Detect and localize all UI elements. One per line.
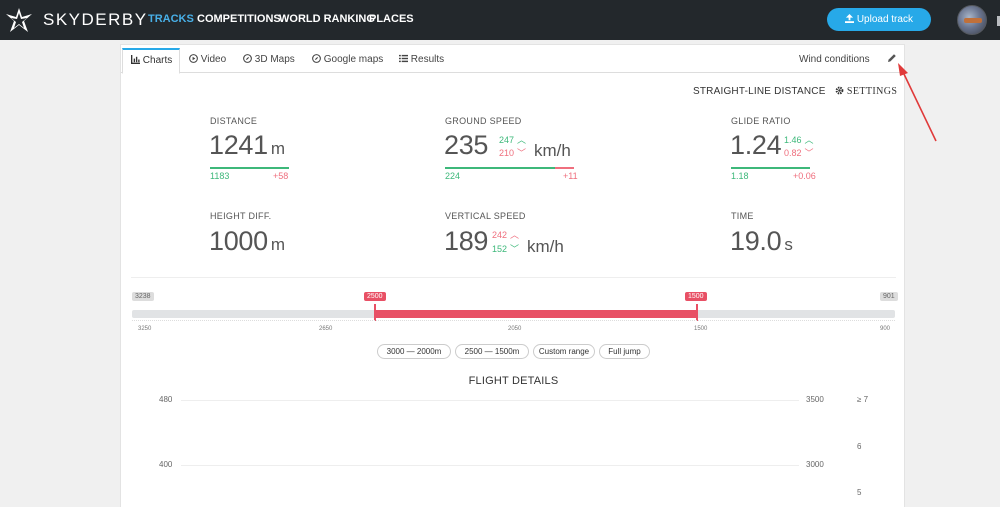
tab-results[interactable]: Results (399, 50, 444, 73)
full-jump-button[interactable]: Full jump (599, 344, 650, 359)
nav-edge-fragment (997, 16, 1000, 26)
pencil-icon[interactable] (887, 53, 897, 63)
ground-speed-unit: km/h (534, 141, 571, 160)
glide-ratio-bar (731, 167, 810, 169)
settings-button[interactable]: SETTINGS (835, 86, 897, 97)
ground-speed-min: 210 ﹀ (499, 148, 527, 158)
height-diff-value: 1000 m (209, 226, 285, 256)
range-from-badge: 2500 (364, 292, 386, 301)
tick-label: 1500 (694, 326, 708, 332)
tab-video[interactable]: Video (189, 50, 226, 73)
range-selection (374, 310, 697, 318)
range-handle-from[interactable] (374, 304, 376, 321)
bar-chart-icon (131, 55, 140, 64)
upload-track-label: Upload track (856, 14, 913, 25)
range-min-badge: 3238 (132, 292, 154, 301)
section-divider (131, 277, 896, 278)
distance-low: 1183 (210, 171, 230, 181)
vertical-speed-value: 189 (444, 226, 489, 256)
compass-icon (243, 54, 252, 63)
range-to-badge: 1500 (685, 292, 707, 301)
glide-ratio-high: +0.06 (793, 171, 816, 181)
nav-competitions[interactable]: COMPETITIONS (197, 13, 281, 25)
track-card: Charts Video 3D Maps Google maps Results… (120, 44, 906, 507)
glide-ratio-max: 1.46 ︿ (784, 135, 814, 145)
distance-value: 1241 m (209, 130, 285, 160)
glide-ratio-value: 1.24 (730, 130, 782, 160)
ground-speed-high: +11 (563, 171, 578, 181)
range-handle-to[interactable] (696, 304, 698, 321)
tab-google-maps[interactable]: Google maps (312, 50, 383, 73)
gear-icon (835, 86, 844, 95)
tab-charts[interactable]: Charts (122, 48, 180, 74)
grid-line (181, 465, 799, 466)
settings-label: SETTINGS (846, 86, 898, 97)
flight-details-title: FLIGHT DETAILS (468, 375, 559, 387)
glide-ratio-label: GLIDE RATIO (731, 116, 791, 126)
vertical-speed-unit: km/h (527, 237, 564, 256)
distance-label: DISTANCE (210, 116, 258, 126)
ground-speed-label: GROUND SPEED (445, 116, 522, 126)
grid-line (181, 400, 799, 401)
ground-speed-value: 235 (444, 130, 489, 160)
top-navbar: SKYDERBY TRACKS COMPETITIONS WORLD RANKI… (0, 0, 1000, 40)
track-tabs: Charts Video 3D Maps Google maps Results… (121, 45, 906, 74)
nav-places[interactable]: PLACES (369, 13, 414, 25)
left-axis-label: 400 (159, 460, 173, 469)
play-circle-icon (189, 54, 198, 63)
right-axis-label: 3000 (806, 460, 824, 469)
tick-label: 3250 (138, 326, 152, 332)
upload-icon (845, 14, 855, 23)
right-axis-label: 3500 (806, 395, 824, 404)
ground-speed-bar-extra (555, 167, 574, 169)
glide-ratio-low: 1.18 (731, 171, 749, 181)
far-axis-label: ≥ 7 (857, 395, 869, 404)
vertical-speed-label: VERTICAL SPEED (445, 211, 526, 221)
list-icon (399, 54, 408, 63)
time-value: 19.0 s (730, 226, 793, 256)
far-axis-label: 5 (857, 488, 862, 497)
vertical-speed-max: 242 ︿ (492, 230, 520, 240)
custom-range-button[interactable]: Custom range (533, 344, 595, 359)
glide-ratio-min: 0.82 ﹀ (784, 148, 814, 158)
tick-label: 900 (880, 326, 891, 332)
tab-3d-maps[interactable]: 3D Maps (243, 50, 295, 73)
tab-results-label: Results (410, 54, 445, 65)
skyderby-logo-icon[interactable] (4, 5, 34, 35)
tab-video-label: Video (200, 54, 227, 65)
distance-bar (210, 167, 289, 169)
nav-world-ranking[interactable]: WORLD RANKING (279, 13, 375, 25)
ground-speed-bar (445, 167, 555, 169)
wind-conditions-link[interactable]: Wind conditions (799, 54, 870, 65)
left-axis-label: 480 (159, 395, 173, 404)
user-avatar[interactable] (957, 5, 987, 35)
tick-label: 2050 (508, 326, 522, 332)
nav-tracks[interactable]: TRACKS (148, 13, 194, 25)
brand-name[interactable]: SKYDERBY (43, 10, 148, 29)
time-label: TIME (731, 211, 754, 221)
ground-speed-low: 224 (445, 171, 461, 181)
height-diff-label: HEIGHT DIFF. (210, 211, 272, 221)
range-3000-2000-button[interactable]: 3000 — 2000m (377, 344, 451, 359)
compass-icon (312, 54, 321, 63)
ground-speed-max: 247 ︿ (499, 135, 527, 145)
straight-line-distance-toggle[interactable]: STRAIGHT-LINE DISTANCE (693, 86, 826, 97)
range-2500-1500-button[interactable]: 2500 — 1500m (455, 344, 529, 359)
distance-high: +58 (273, 171, 289, 181)
tab-charts-label: Charts (142, 55, 173, 66)
tick-label: 2650 (319, 326, 333, 332)
range-ticks (132, 320, 895, 325)
far-axis-label: 6 (857, 442, 862, 451)
altitude-range-slider[interactable] (132, 310, 895, 318)
range-max-badge: 901 (880, 292, 898, 301)
upload-track-button[interactable]: Upload track (827, 8, 931, 31)
tab-3d-maps-label: 3D Maps (254, 54, 295, 65)
tab-google-maps-label: Google maps (323, 54, 384, 65)
vertical-speed-min: 152 ﹀ (492, 244, 520, 254)
